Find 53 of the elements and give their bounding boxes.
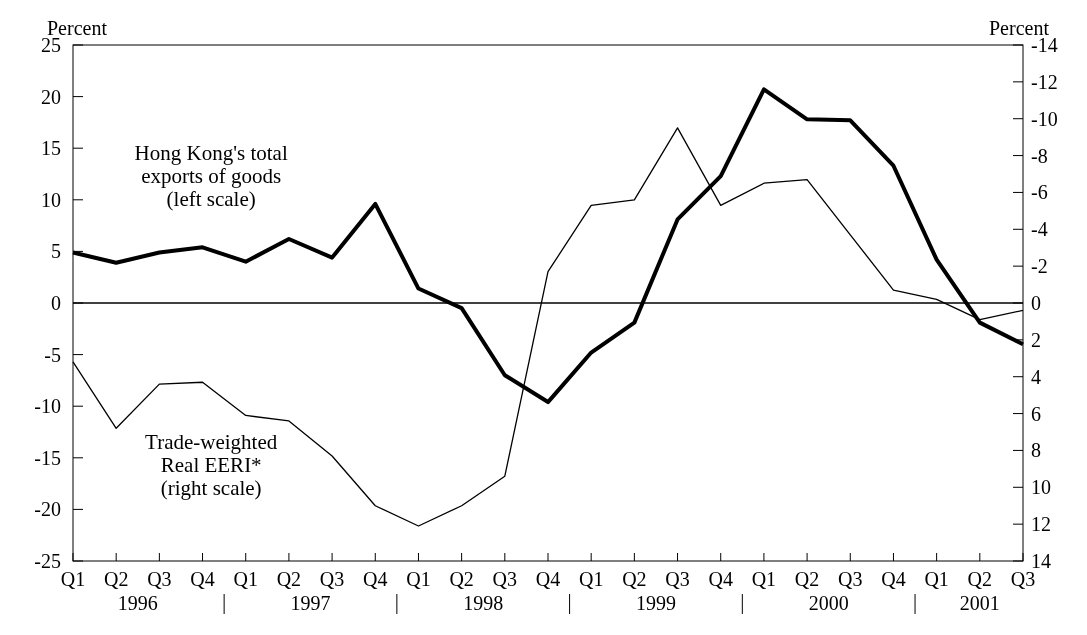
y2-tick-label: 10 xyxy=(1031,476,1051,499)
y-tick-label: 5 xyxy=(51,240,61,263)
x-tick-label: Q1 xyxy=(578,568,604,590)
y-tick-label: -25 xyxy=(34,550,61,572)
y-tick-label: -15 xyxy=(34,446,61,469)
x-tick-label: Q4 xyxy=(881,568,906,590)
x-tick-label: Q4 xyxy=(190,568,215,590)
y2-tick-label: 2 xyxy=(1031,328,1041,351)
x-tick-label: Q2 xyxy=(103,568,129,590)
y2-tick-label: -8 xyxy=(1031,144,1048,167)
x-tick-label: Q3 xyxy=(665,568,690,590)
x-tick-label: Q2 xyxy=(449,568,474,590)
y2-tick-label: -12 xyxy=(1031,70,1058,93)
x-tick-label: Q2 xyxy=(276,568,302,590)
text: 1997 xyxy=(290,592,331,614)
y2-tick-label: -4 xyxy=(1031,218,1048,241)
text: 2001 xyxy=(959,592,1000,614)
y2-tick-label: -10 xyxy=(1031,107,1058,130)
text: 1998 xyxy=(463,592,504,614)
y2-tick-label: 0 xyxy=(1031,292,1041,314)
text: 2000 xyxy=(808,592,849,614)
x-tick-label: Q2 xyxy=(967,568,993,590)
x-tick-label: Q3 xyxy=(147,568,172,590)
y2-tick-label: -2 xyxy=(1031,255,1048,278)
y-tick-label: -5 xyxy=(44,343,61,366)
series-label: Hong Kong's total exports of goods (left scale) xyxy=(134,141,288,212)
x-tick-label: Q1 xyxy=(406,568,431,590)
x-tick-label: Q4 xyxy=(535,568,561,590)
y2-tick-label: 6 xyxy=(1031,402,1041,425)
x-tick-label: Q4 xyxy=(363,568,388,590)
y-tick-label: 15 xyxy=(41,137,61,160)
text: 1999 xyxy=(635,592,676,614)
x-tick-label: Q1 xyxy=(751,568,777,590)
x-tick-label: Q3 xyxy=(319,568,345,590)
x-tick-label: Q3 xyxy=(838,568,863,590)
y-tick-label: -20 xyxy=(34,498,61,521)
y2-tick-label: 12 xyxy=(1031,513,1051,536)
x-tick-label: Q3 xyxy=(492,568,518,590)
series-label: Trade-weighted Real EERI* (right scale) xyxy=(145,430,278,501)
text: 1996 xyxy=(117,592,158,614)
x-tick-label: Q1 xyxy=(60,568,86,590)
x-tick-label: Q1 xyxy=(233,568,258,590)
x-tick-label: Q2 xyxy=(794,568,820,590)
y-tick-label: 0 xyxy=(51,292,61,314)
y-tick-label: 10 xyxy=(41,188,61,211)
x-tick-label: Q4 xyxy=(708,568,733,590)
x-tick-label: Q1 xyxy=(924,568,949,590)
y2-tick-label: 8 xyxy=(1031,439,1041,462)
y-tick-label: -10 xyxy=(34,395,61,418)
x-tick-label: Q2 xyxy=(622,568,647,590)
y-tick-label: 20 xyxy=(41,85,61,108)
y2-tick-label: 4 xyxy=(1031,365,1041,388)
y2-tick-label: -6 xyxy=(1031,181,1048,204)
